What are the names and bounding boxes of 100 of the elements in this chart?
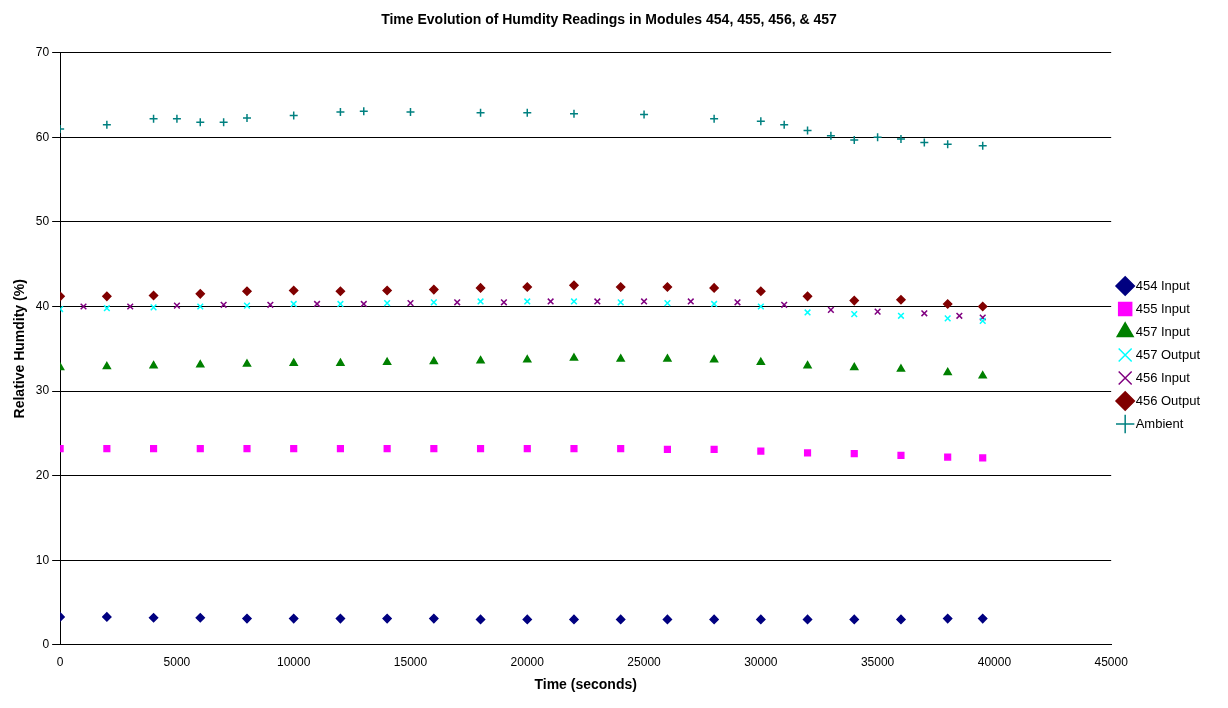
point	[977, 301, 988, 312]
point	[827, 306, 835, 314]
point	[476, 297, 485, 306]
point	[896, 364, 906, 372]
x-tick-label: 30000	[744, 655, 778, 670]
legend-label: 457 Input	[1135, 323, 1191, 339]
point	[616, 354, 625, 362]
point	[289, 358, 298, 366]
legend-label: 454 Input	[1135, 277, 1191, 293]
point	[149, 445, 158, 453]
point	[335, 286, 346, 297]
point	[430, 445, 438, 453]
x-tick-label: 20000	[510, 655, 545, 670]
point	[662, 614, 673, 625]
point	[242, 359, 252, 367]
point	[103, 445, 111, 453]
point	[335, 613, 346, 624]
point	[523, 355, 532, 363]
point	[195, 117, 206, 127]
point	[475, 108, 486, 118]
y-tick-label: 30	[35, 383, 50, 398]
point	[709, 114, 719, 124]
point	[920, 309, 928, 317]
point	[826, 130, 836, 141]
point	[522, 108, 533, 118]
point	[522, 614, 533, 625]
point	[943, 367, 952, 376]
point	[756, 286, 766, 297]
point	[102, 291, 112, 302]
point	[242, 613, 252, 624]
x-tick-label: 25000	[627, 655, 662, 670]
point	[944, 453, 952, 461]
point	[756, 116, 766, 127]
x-tick-label: 0	[56, 655, 64, 670]
point	[757, 447, 765, 455]
point	[779, 119, 789, 130]
y-axis-title: Relative Humdity (%)	[11, 279, 28, 419]
point	[359, 106, 369, 116]
x-tick-label: 5000	[163, 655, 191, 670]
point	[640, 297, 648, 306]
point	[850, 450, 858, 458]
point	[148, 114, 159, 124]
point	[849, 135, 860, 145]
point	[336, 358, 345, 366]
point	[617, 298, 625, 306]
point	[172, 114, 182, 124]
point	[803, 308, 812, 317]
point	[335, 107, 346, 117]
point	[979, 454, 987, 462]
point	[942, 299, 953, 309]
point	[977, 141, 988, 151]
legend-label: 456 Input	[1135, 369, 1191, 385]
point	[942, 613, 953, 624]
point	[663, 445, 671, 454]
point	[569, 614, 579, 625]
point	[522, 282, 533, 292]
point	[475, 283, 486, 293]
point	[290, 445, 298, 453]
point	[383, 445, 391, 453]
point	[148, 290, 159, 301]
legend-label: 456 Output	[1135, 392, 1201, 408]
y-tick-label: 0	[42, 637, 50, 652]
point	[288, 285, 299, 296]
point	[79, 302, 88, 311]
point	[382, 285, 392, 296]
point	[663, 354, 672, 362]
point	[383, 299, 391, 307]
point	[780, 301, 788, 309]
x-axis-title: Time (seconds)	[534, 676, 637, 693]
point	[429, 613, 439, 624]
legend-label: 455 Input	[1135, 300, 1191, 316]
point	[476, 355, 485, 364]
point	[874, 308, 882, 316]
y-tick-label: 70	[35, 45, 50, 60]
x-tick-label: 10000	[277, 655, 311, 670]
x-tick-label: 45000	[1094, 655, 1129, 670]
x-tick-label: 35000	[860, 655, 895, 670]
point	[710, 445, 718, 454]
y-tick-label: 40	[35, 298, 50, 313]
legend-label: 457 Output	[1135, 346, 1201, 362]
point	[978, 371, 987, 379]
point	[382, 357, 392, 366]
point	[569, 353, 579, 361]
point	[849, 614, 860, 625]
point	[195, 289, 206, 299]
point	[849, 295, 860, 306]
point	[196, 445, 204, 453]
point	[570, 297, 578, 306]
point	[756, 614, 766, 625]
point	[942, 139, 953, 149]
point	[662, 282, 673, 292]
point	[405, 107, 416, 117]
point	[977, 613, 988, 624]
point	[196, 360, 205, 368]
y-tick-label: 60	[35, 129, 50, 144]
point	[570, 445, 578, 453]
point	[218, 117, 229, 127]
point	[569, 280, 579, 291]
point	[944, 314, 952, 322]
point	[476, 445, 485, 453]
